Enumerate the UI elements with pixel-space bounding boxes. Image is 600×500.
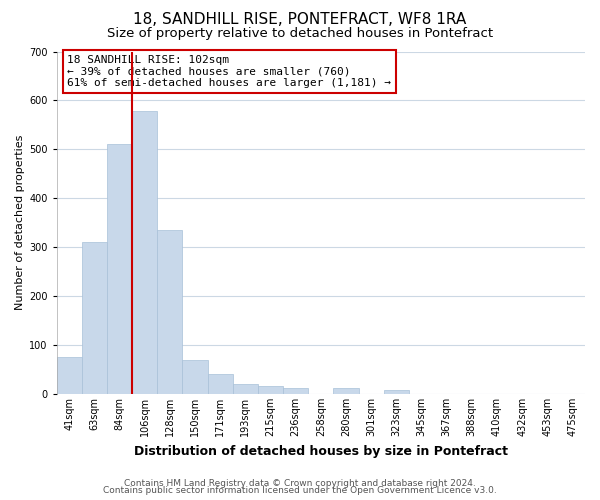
- Bar: [157, 230, 182, 394]
- Bar: [258, 386, 283, 394]
- Bar: [132, 111, 157, 394]
- Text: 18 SANDHILL RISE: 102sqm
← 39% of detached houses are smaller (760)
61% of semi-: 18 SANDHILL RISE: 102sqm ← 39% of detach…: [67, 55, 391, 88]
- X-axis label: Distribution of detached houses by size in Pontefract: Distribution of detached houses by size …: [134, 444, 508, 458]
- Bar: [208, 374, 233, 394]
- Text: Contains HM Land Registry data © Crown copyright and database right 2024.: Contains HM Land Registry data © Crown c…: [124, 478, 476, 488]
- Bar: [233, 384, 258, 394]
- Bar: [56, 358, 82, 394]
- Bar: [107, 144, 132, 394]
- Bar: [182, 360, 208, 394]
- Bar: [334, 388, 359, 394]
- Bar: [384, 390, 409, 394]
- Y-axis label: Number of detached properties: Number of detached properties: [15, 135, 25, 310]
- Text: 18, SANDHILL RISE, PONTEFRACT, WF8 1RA: 18, SANDHILL RISE, PONTEFRACT, WF8 1RA: [133, 12, 467, 28]
- Bar: [82, 242, 107, 394]
- Text: Contains public sector information licensed under the Open Government Licence v3: Contains public sector information licen…: [103, 486, 497, 495]
- Text: Size of property relative to detached houses in Pontefract: Size of property relative to detached ho…: [107, 28, 493, 40]
- Bar: [283, 388, 308, 394]
